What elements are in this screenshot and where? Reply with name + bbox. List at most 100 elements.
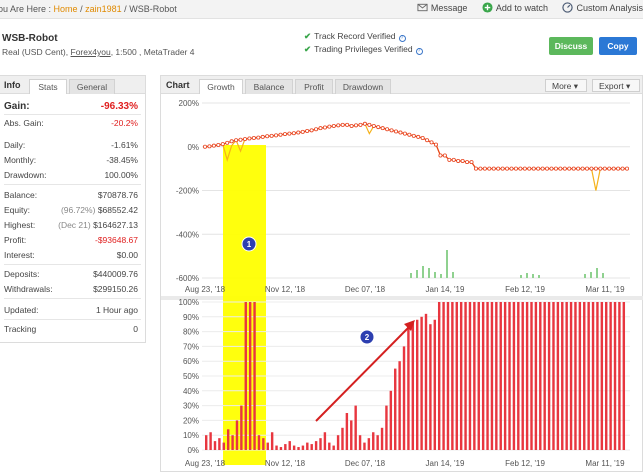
chart-tabs: Chart Growth Balance Profit Drawdown Mor…: [161, 76, 642, 94]
withdrawals-value: $299150.26: [93, 284, 138, 294]
gain-label: Gain:: [4, 101, 30, 112]
trading-privileges-label: Trading Privileges Verified: [314, 44, 413, 54]
chevron-down-icon: ▾: [573, 81, 579, 91]
deposits-label: Deposits:: [4, 269, 40, 279]
info-panel: Info Stats General Gain: -96.33% Abs. Ga…: [0, 75, 146, 343]
gain-row: Gain: -96.33%: [4, 101, 141, 112]
discuss-button[interactable]: Discuss: [549, 37, 593, 55]
highest-value-group: (Dec 21) $164627.13: [58, 220, 138, 230]
tracking-row: Tracking 0: [4, 324, 141, 334]
equity-percent: (96.72%): [60, 205, 96, 215]
interest-label: Interest:: [4, 250, 35, 260]
equity-row: Equity: (96.72%) $68552.42: [4, 205, 141, 215]
help-icon[interactable]: ?: [415, 48, 423, 55]
chevron-down-icon: ▾: [625, 81, 631, 91]
monthly-label: Monthly:: [4, 155, 37, 165]
tracking-label: Tracking: [4, 324, 37, 334]
updated-label: Updated:: [4, 305, 39, 315]
info-title: Info: [4, 80, 21, 90]
plus-circle-icon: [482, 2, 493, 13]
trading-privileges-verified: ✔ Trading Privileges Verified?: [304, 44, 423, 55]
profit-row: Profit: -$93648.67: [4, 235, 141, 245]
monthly-value: -38.45%: [106, 155, 138, 165]
help-icon[interactable]: ?: [398, 35, 406, 42]
highest-label: Highest:: [4, 220, 36, 230]
add-to-watch-label: Add to watch: [495, 3, 548, 13]
divider: [4, 184, 141, 185]
tab-growth[interactable]: Growth: [199, 79, 243, 94]
gauge-icon: [562, 2, 574, 13]
track-record-verified: ✔ Track Record Verified?: [304, 31, 406, 42]
account-leverage-platform: , 1:500 , MetaTrader 4: [110, 47, 195, 57]
abs-gain-label: Abs. Gain:: [4, 118, 44, 128]
tracking-value: 0: [133, 324, 138, 334]
track-record-label: Track Record Verified: [314, 31, 396, 41]
more-label: More: [552, 81, 572, 91]
abs-gain-value: -20.2%: [111, 118, 138, 128]
breadcrumb: ou Are Here : Home / zain1981 / WSB-Robo…: [0, 4, 177, 14]
top-actions: Message Add to watch Custom Analysis: [405, 2, 643, 13]
account-type: Real (USD Cent),: [2, 47, 69, 57]
equity-value: $68552.42: [97, 205, 138, 215]
breadcrumb-home-link[interactable]: Home: [53, 4, 78, 14]
interest-value: $0.00: [116, 250, 138, 260]
drawdown-value: 100.00%: [104, 170, 138, 180]
breadcrumb-separator: /: [80, 4, 83, 14]
abs-gain-row: Abs. Gain: -20.2%: [4, 118, 141, 128]
tab-general[interactable]: General: [69, 79, 115, 94]
export-dropdown[interactable]: Export ▾: [592, 79, 640, 92]
account-name: WSB-Robot: [2, 33, 58, 44]
export-label: Export: [599, 81, 624, 91]
breadcrumb-current-page: WSB-Robot: [129, 4, 177, 14]
profit-label: Profit:: [4, 235, 27, 245]
divider: [4, 319, 141, 320]
envelope-icon: [417, 3, 428, 12]
highest-row: Highest: (Dec 21) $164627.13: [4, 220, 141, 230]
chart-title: Chart: [166, 80, 190, 90]
message-label: Message: [430, 3, 468, 13]
updated-row: Updated: 1 Hour ago: [4, 305, 141, 315]
breadcrumb-user-link[interactable]: zain1981: [85, 4, 122, 14]
more-dropdown[interactable]: More ▾: [545, 79, 587, 92]
daily-value: -1.61%: [111, 140, 138, 150]
equity-value-group: (96.72%) $68552.42: [61, 205, 138, 215]
balance-value: $70878.76: [97, 190, 138, 200]
broker-link[interactable]: Forex4you: [70, 47, 111, 57]
divider: [4, 298, 141, 299]
custom-analysis-label: Custom Analysis: [576, 3, 643, 13]
drawdown-row: Drawdown: 100.00%: [4, 170, 141, 180]
updated-value: 1 Hour ago: [95, 305, 138, 315]
check-icon: ✔: [304, 44, 312, 54]
monthly-row: Monthly: -38.45%: [4, 155, 141, 165]
interest-row: Interest: $0.00: [4, 250, 141, 260]
tab-drawdown[interactable]: Drawdown: [335, 79, 391, 94]
message-link[interactable]: Message: [417, 2, 468, 13]
info-tabs: Info Stats General: [0, 76, 145, 94]
tab-stats[interactable]: Stats: [29, 79, 67, 94]
daily-label: Daily:: [4, 140, 26, 150]
withdrawals-row: Withdrawals: $299150.26: [4, 284, 141, 294]
breadcrumb-separator: /: [124, 4, 127, 14]
account-description: Real (USD Cent), Forex4you, 1:500 , Meta…: [2, 47, 194, 57]
deposits-value: $440009.76: [93, 269, 138, 279]
drawdown-label: Drawdown:: [4, 170, 47, 180]
copy-button[interactable]: Copy: [599, 37, 637, 55]
chart-divider: [161, 296, 643, 300]
deposits-row: Deposits: $440009.76: [4, 269, 141, 279]
tab-balance[interactable]: Balance: [245, 79, 293, 94]
gain-value: -96.33%: [100, 101, 138, 112]
add-to-watch-link[interactable]: Add to watch: [482, 2, 548, 13]
divider: [4, 264, 141, 265]
highest-value: $164627.13: [93, 220, 138, 230]
withdrawals-label: Withdrawals:: [4, 284, 53, 294]
highest-date: (Dec 21): [58, 220, 91, 230]
tab-profit[interactable]: Profit: [295, 79, 333, 94]
account-header: WSB-Robot Real (USD Cent), Forex4you, 1:…: [0, 28, 643, 66]
breadcrumb-prefix: ou Are Here :: [0, 4, 52, 14]
top-bar: ou Are Here : Home / zain1981 / WSB-Robo…: [0, 0, 643, 19]
balance-row: Balance: $70878.76: [4, 190, 141, 200]
daily-row: Daily: -1.61%: [4, 140, 141, 150]
custom-analysis-link[interactable]: Custom Analysis: [562, 2, 643, 13]
chart-panel: Chart Growth Balance Profit Drawdown Mor…: [160, 75, 643, 472]
profit-value: -$93648.67: [94, 235, 138, 245]
